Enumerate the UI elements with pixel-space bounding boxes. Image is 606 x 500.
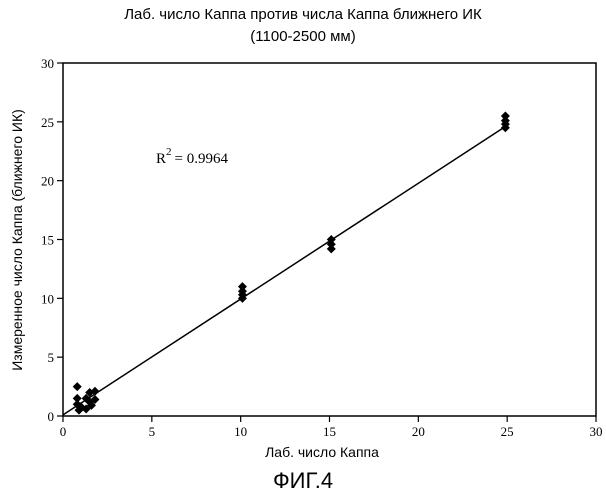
x-tick-label: 30 xyxy=(590,424,603,439)
y-tick-label: 5 xyxy=(48,350,55,365)
y-tick-label: 0 xyxy=(48,409,55,424)
x-tick-label: 25 xyxy=(501,424,514,439)
y-tick-label: 20 xyxy=(41,174,54,189)
figure-caption: ФИГ.4 xyxy=(0,468,606,494)
data-point xyxy=(73,382,82,391)
r-exponent: 2 xyxy=(166,146,172,158)
y-tick-label: 15 xyxy=(41,233,54,248)
y-tick-label: 10 xyxy=(41,291,54,306)
data-points xyxy=(73,111,510,414)
r-label: R xyxy=(156,151,166,167)
x-tick-label: 5 xyxy=(149,424,156,439)
y-tick-label: 30 xyxy=(41,56,54,71)
y-axis-label: Измеренное число Каппа (ближнего ИК) xyxy=(9,109,25,371)
data-point xyxy=(327,244,336,253)
x-tick-label: 20 xyxy=(412,424,425,439)
scatter-plot: 0 5 10 15 20 25 30 0 5 10 15 20 25 30 R2= 0.9964 Лаб.… xyxy=(0,0,606,470)
ticks: 0 5 10 15 20 25 30 0 5 10 15 20 25 30 xyxy=(41,56,603,439)
regression-line xyxy=(63,125,507,414)
x-tick-label: 10 xyxy=(234,424,247,439)
y-tick-label: 25 xyxy=(41,115,54,130)
r-squared-annotation: R2= 0.9964 xyxy=(156,146,228,167)
x-tick-label: 15 xyxy=(323,424,336,439)
r-value: = 0.9964 xyxy=(175,151,229,167)
x-tick-label: 0 xyxy=(60,424,67,439)
x-axis-label: Лаб. число Каппа xyxy=(265,444,379,460)
